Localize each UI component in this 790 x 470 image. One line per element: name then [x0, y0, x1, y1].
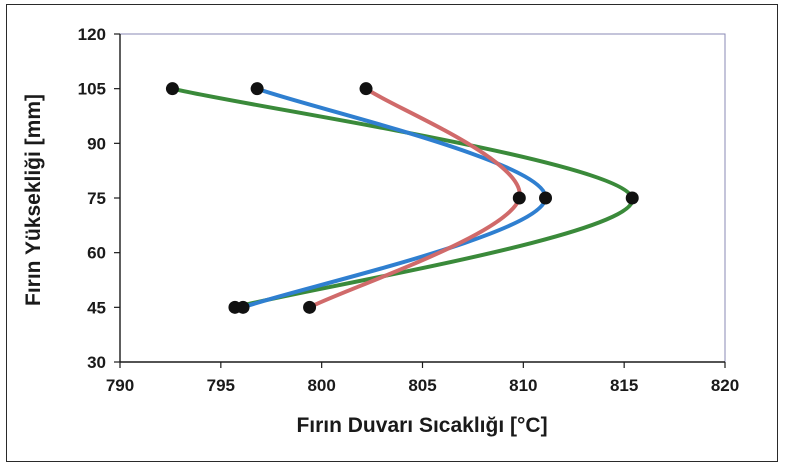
x-axis-title: Fırın Duvarı Sıcaklığı [°C]	[296, 414, 547, 437]
data-point	[165, 82, 179, 96]
data-point	[303, 300, 317, 314]
y-tick-label: 30	[87, 353, 106, 372]
y-tick-label: 75	[87, 189, 106, 208]
x-tick-label: 815	[610, 376, 638, 395]
x-tick-label: 820	[711, 376, 739, 395]
data-point	[250, 82, 264, 96]
marker-layer	[165, 82, 639, 314]
x-tick-label: 800	[307, 376, 335, 395]
x-tick-label: 795	[207, 376, 235, 395]
data-point	[359, 82, 373, 96]
plot-area	[119, 33, 726, 363]
x-tick-label: 810	[509, 376, 537, 395]
y-tick-label: 120	[78, 25, 106, 44]
data-point	[236, 300, 250, 314]
y-tick-label: 45	[87, 298, 106, 317]
y-axis: 120 105 90 75 60 45 30	[78, 25, 121, 372]
y-tick-label: 105	[78, 80, 106, 99]
data-point	[539, 191, 553, 205]
data-point	[625, 191, 639, 205]
y-tick-label: 90	[87, 134, 106, 153]
data-point	[512, 191, 526, 205]
x-tick-label: 805	[408, 376, 436, 395]
y-axis-title: Fırın Yüksekliği [mm]	[22, 94, 45, 306]
x-axis: 790 795 800 805 810 815 820	[106, 361, 739, 395]
y-tick-label: 60	[87, 244, 106, 263]
x-tick-label: 790	[106, 376, 134, 395]
